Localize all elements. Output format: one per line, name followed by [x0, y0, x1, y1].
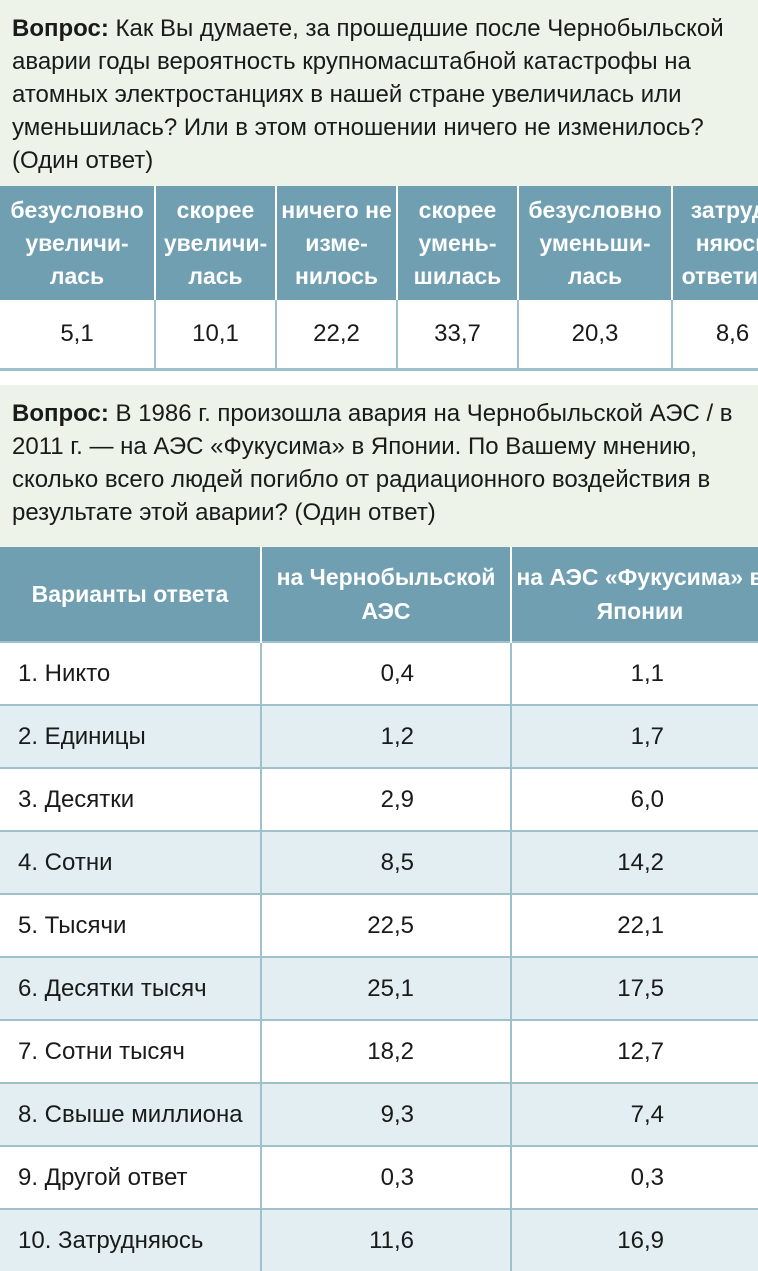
survey-panel-1: Вопрос: Как Вы думаете, за прошедшие пос…	[0, 0, 758, 371]
fukushima-value: 12,7	[511, 1019, 758, 1083]
fukushima-value: 16,9	[511, 1208, 758, 1271]
table-row: 7. Сотни тысяч 18,2 12,7	[0, 1019, 758, 1083]
option-cell: 6. Десятки тысяч	[0, 956, 262, 1020]
fukushima-value: 22,1	[511, 893, 758, 957]
table-row: 6. Десятки тысяч 25,1 17,5	[0, 956, 758, 1020]
header-cell: безусловно уменьши-лась	[518, 186, 673, 300]
option-cell: 3. Десятки	[0, 767, 262, 831]
header-fukushima: на АЭС «Фукусима» в Японии	[511, 547, 758, 642]
table-row: 3. Десятки 2,9 6,0	[0, 767, 758, 831]
fukushima-value: 1,7	[511, 704, 758, 768]
option-cell: 8. Свыше миллиона	[0, 1082, 262, 1146]
table-row: 5. Тысячи 22,5 22,1	[0, 893, 758, 957]
header-cell: скорее увеличи-лась	[155, 186, 277, 300]
table-row: 1. Никто 0,4 1,1	[0, 641, 758, 705]
chernobyl-value: 18,2	[261, 1019, 512, 1083]
option-cell: 10. Затрудняюсь	[0, 1208, 262, 1271]
value-cell: 20,3	[518, 300, 673, 371]
value-cell: 33,7	[397, 300, 519, 371]
chernobyl-value: 1,2	[261, 704, 512, 768]
question-2: Вопрос: В 1986 г. произошла авария на Че…	[0, 385, 758, 547]
chernobyl-value: 11,6	[261, 1208, 512, 1271]
option-cell: 1. Никто	[0, 641, 262, 705]
header-cell: безусловно увеличи-лась	[0, 186, 156, 300]
table-row: 9. Другой ответ 0,3 0,3	[0, 1145, 758, 1209]
table-row: 4. Сотни 8,5 14,2	[0, 830, 758, 894]
chernobyl-value: 8,5	[261, 830, 512, 894]
header-cell: скорее умень-шилась	[397, 186, 519, 300]
question-1: Вопрос: Как Вы думаете, за прошедшие пос…	[0, 0, 758, 186]
table-header-row: Варианты ответа на Чернобыльской АЭС на …	[0, 547, 758, 642]
fukushima-value: 6,0	[511, 767, 758, 831]
table-row: 5,1 10,1 22,2 33,7 20,3 8,6	[0, 300, 758, 371]
header-chernobyl: на Чернобыльской АЭС	[261, 547, 512, 642]
table-row: 8. Свыше миллиона 9,3 7,4	[0, 1082, 758, 1146]
fukushima-value: 0,3	[511, 1145, 758, 1209]
question-2-text: В 1986 г. произошла авария на Чернобыльс…	[12, 400, 733, 526]
chernobyl-value: 0,4	[261, 641, 512, 705]
question-2-label: Вопрос:	[12, 400, 109, 427]
chernobyl-value: 2,9	[261, 767, 512, 831]
answers-table-2: Варианты ответа на Чернобыльской АЭС на …	[0, 547, 758, 1271]
option-cell: 4. Сотни	[0, 830, 262, 894]
question-1-text: Как Вы думаете, за прошедшие после Черно…	[12, 15, 724, 174]
divider	[0, 371, 758, 385]
table-row: 2. Единицы 1,2 1,7	[0, 704, 758, 768]
question-1-label: Вопрос:	[12, 15, 109, 42]
answers-table-1: безусловно увеличи-лась скорее увеличи-л…	[0, 186, 758, 371]
option-cell: 7. Сотни тысяч	[0, 1019, 262, 1083]
survey-panel-2: Вопрос: В 1986 г. произошла авария на Че…	[0, 385, 758, 1271]
fukushima-value: 17,5	[511, 956, 758, 1020]
chernobyl-value: 22,5	[261, 893, 512, 957]
header-options: Варианты ответа	[0, 547, 262, 642]
fukushima-value: 7,4	[511, 1082, 758, 1146]
chernobyl-value: 9,3	[261, 1082, 512, 1146]
fukushima-value: 14,2	[511, 830, 758, 894]
header-cell: ничего не изме-нилось	[276, 186, 398, 300]
fukushima-value: 1,1	[511, 641, 758, 705]
value-cell: 10,1	[155, 300, 277, 371]
option-cell: 5. Тысячи	[0, 893, 262, 957]
value-cell: 5,1	[0, 300, 156, 371]
chernobyl-value: 25,1	[261, 956, 512, 1020]
table-header-row: безусловно увеличи-лась скорее увеличи-л…	[0, 186, 758, 300]
value-cell: 22,2	[276, 300, 398, 371]
table-body: 1. Никто 0,4 1,1 2. Единицы 1,2 1,7 3. Десятки…	[0, 641, 758, 1271]
header-cell: затруд-няюсь ответить	[672, 186, 758, 300]
option-cell: 2. Единицы	[0, 704, 262, 768]
value-cell: 8,6	[672, 300, 758, 371]
table-row: 10. Затрудняюсь 11,6 16,9	[0, 1208, 758, 1271]
chernobyl-value: 0,3	[261, 1145, 512, 1209]
option-cell: 9. Другой ответ	[0, 1145, 262, 1209]
